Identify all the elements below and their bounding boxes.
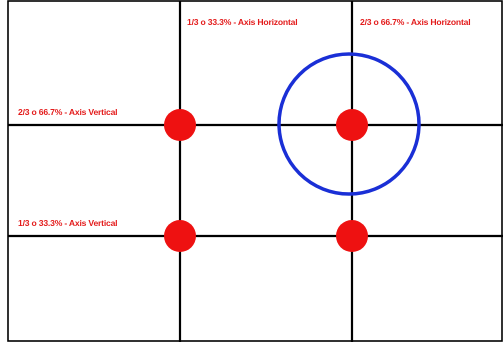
label-vertical-two-thirds: 2/3 o 66.7% - Axis Vertical [18,107,117,117]
focus-circle [277,52,421,196]
label-vertical-third: 1/3 o 33.3% - Axis Vertical [18,218,117,228]
frame-border [7,0,503,342]
label-horizontal-third: 1/3 o 33.3% - Axis Horizontal [187,17,297,27]
label-horizontal-two-thirds: 2/3 o 66.7% - Axis Horizontal [360,17,470,27]
intersection-dot-bottom-right [336,220,368,252]
intersection-dot-bottom-left [164,220,196,252]
intersection-dot-top-left [164,109,196,141]
intersection-dot-top-right [336,109,368,141]
